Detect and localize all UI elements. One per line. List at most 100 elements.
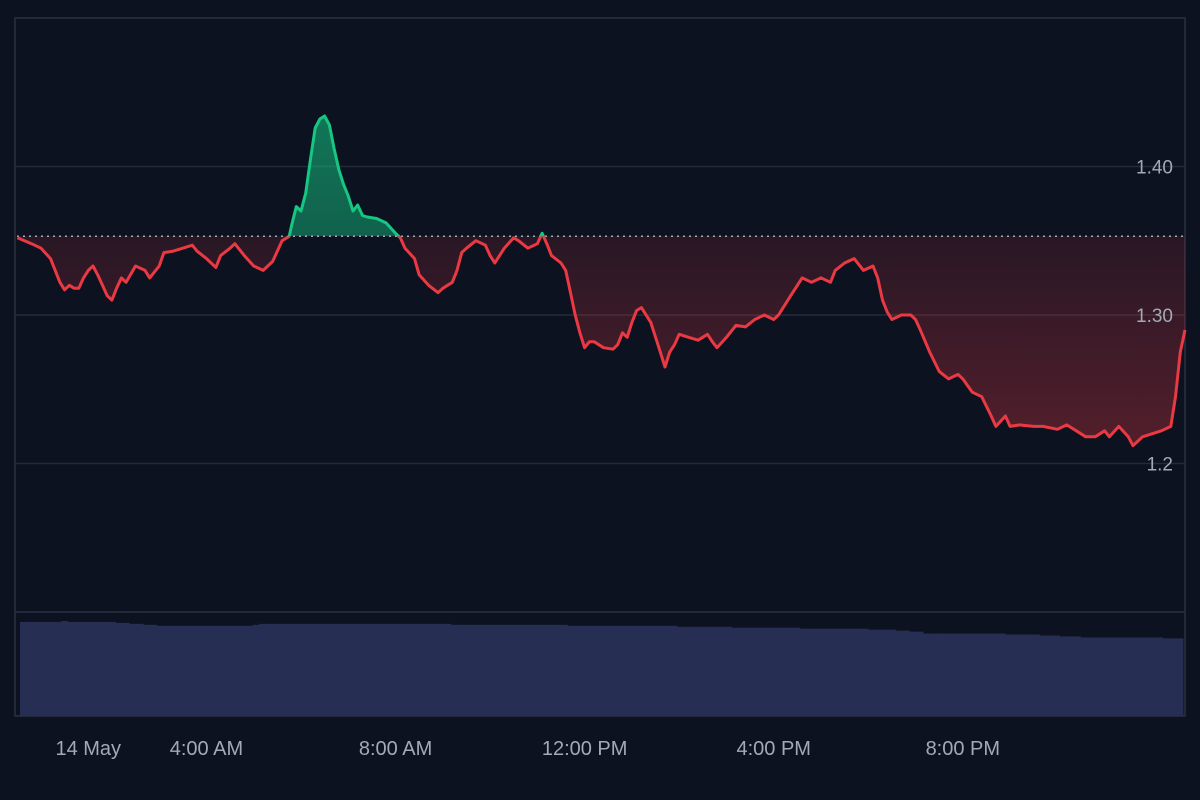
volume-bar (745, 627, 753, 716)
volume-bar (622, 625, 630, 716)
volume-bar (191, 625, 199, 716)
volume-bar (238, 625, 247, 716)
volume-bar (628, 625, 637, 716)
volume-bar (704, 626, 712, 716)
volume-bar (1107, 637, 1115, 716)
volume-bar (211, 625, 219, 716)
volume-bar (485, 624, 493, 716)
volume-bar (594, 625, 602, 716)
x-tick-label: 4:00 PM (736, 738, 810, 760)
volume-bar (580, 625, 589, 716)
volume-bar (88, 621, 96, 716)
volume-bar (307, 623, 315, 716)
volume-bar (1094, 637, 1102, 716)
volume-bar (115, 622, 124, 716)
volume-bar (327, 623, 336, 716)
volume-bar (286, 623, 295, 716)
volume-bar (1066, 636, 1074, 716)
volume-bar (232, 625, 240, 716)
volume-bar (184, 625, 192, 716)
volume-bar (957, 633, 965, 716)
volume-bar (1100, 637, 1109, 716)
volume-bar (601, 625, 609, 716)
volume-bar (738, 627, 746, 716)
volume-bar (902, 630, 910, 716)
volume-bar (840, 628, 849, 716)
volume-bar (136, 623, 144, 716)
volume-bar (512, 624, 520, 716)
volume-bar (156, 625, 165, 716)
volume-bar (929, 633, 938, 716)
volume-bar (143, 624, 151, 716)
volume-bar (1039, 635, 1047, 716)
volume-bar (170, 625, 178, 716)
volume-bar (348, 623, 356, 716)
volume-bar (779, 627, 787, 716)
volume-bar (772, 627, 780, 716)
volume-bar (403, 623, 411, 716)
volume-bar (204, 625, 212, 716)
volume-bars (20, 620, 1184, 716)
volume-bar (806, 628, 814, 716)
volume-bar (177, 625, 185, 716)
volume-bar (1080, 637, 1088, 716)
volume-bar (724, 626, 732, 716)
volume-bar (464, 624, 472, 716)
volume-bar (54, 621, 62, 716)
volume-bar (1114, 637, 1122, 716)
volume-bar (1032, 634, 1040, 716)
volume-bar (1011, 634, 1020, 716)
volume-bar (389, 623, 397, 716)
volume-bar (546, 624, 555, 716)
volume-bar (67, 621, 76, 716)
volume-bar (813, 628, 821, 716)
volume-bar (430, 623, 438, 716)
volume-bar (635, 625, 643, 716)
volume-bar (396, 623, 404, 716)
volume-bar (834, 628, 842, 716)
y-tick-label: 1.30 (1136, 306, 1173, 327)
volume-bar (225, 625, 233, 716)
x-tick-label: 4:00 AM (170, 738, 243, 760)
volume-bar (895, 630, 903, 716)
volume-bar (81, 621, 89, 716)
volume-bar (300, 623, 308, 716)
volume-bar (1148, 637, 1157, 716)
volume-bar (649, 625, 657, 716)
volume-bar (861, 628, 869, 716)
volume-bar (1162, 638, 1170, 716)
volume-bar (717, 626, 726, 716)
volume-bar (752, 627, 760, 716)
volume-bar (355, 623, 363, 716)
volume-bar (676, 626, 684, 716)
volume-bar (1087, 637, 1095, 716)
volume-bar (149, 624, 158, 716)
volume-bar (273, 623, 281, 716)
volume-bar (259, 623, 267, 716)
volume-bar (47, 621, 55, 716)
volume-bar (1128, 637, 1136, 716)
y-tick-label: 1.40 (1136, 158, 1173, 179)
x-tick-label: 14 May (55, 738, 121, 760)
volume-bar (539, 624, 548, 716)
volume-bar (457, 624, 466, 716)
volume-bar (293, 623, 301, 716)
volume-bar (881, 629, 890, 716)
volume-bar (697, 626, 705, 716)
volume-bar (1135, 637, 1143, 716)
volume-bar (314, 623, 322, 716)
volume-bar (1169, 638, 1177, 716)
volume-bar (533, 624, 541, 716)
volume-bar (197, 625, 206, 716)
volume-bar (587, 625, 596, 716)
volume-bar (1025, 634, 1033, 716)
volume-bar (854, 628, 862, 716)
volume-bar (916, 631, 924, 716)
volume-bar (423, 623, 431, 716)
volume-bar (950, 633, 958, 716)
volume-bar (710, 626, 719, 716)
volume-bar (409, 623, 418, 716)
volume-bar (416, 623, 425, 716)
volume-bar (102, 621, 110, 716)
